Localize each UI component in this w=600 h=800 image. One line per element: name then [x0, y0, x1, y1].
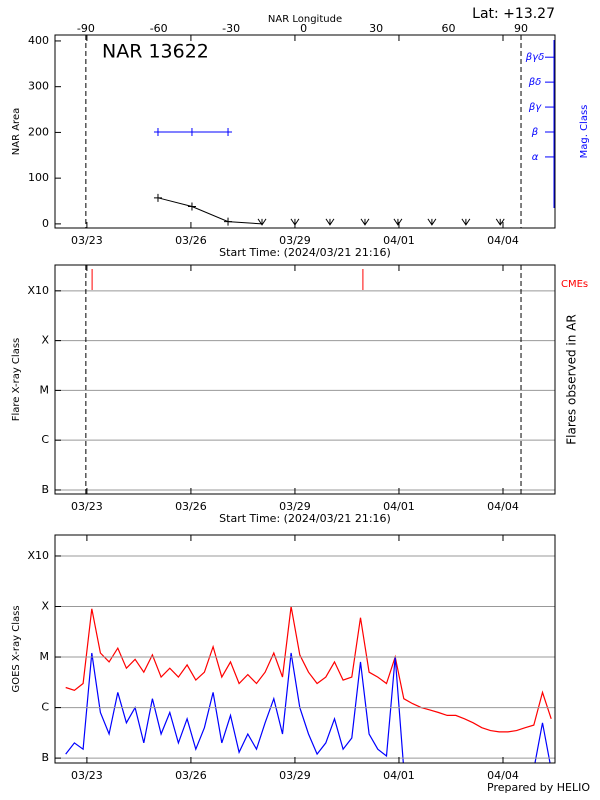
x2-tick-label: 0	[300, 22, 307, 35]
data-point	[187, 127, 196, 136]
data-point	[224, 217, 233, 226]
x2-tick-label: -60	[150, 22, 168, 35]
data-point	[393, 218, 403, 226]
x-tick-label: 04/04	[487, 234, 519, 247]
x-tick-label: 04/01	[383, 500, 415, 513]
data-point	[153, 127, 162, 136]
y2-tick-label: β	[531, 127, 539, 138]
y-tick-label: X	[41, 600, 49, 613]
y2-label: Mag. Class	[579, 105, 590, 159]
data-point	[153, 193, 162, 202]
panel-title: NAR 13622	[102, 41, 209, 63]
x-tick-label: 03/26	[175, 234, 207, 247]
y2-tick-label: α	[532, 152, 539, 163]
x-tick-label: 03/26	[175, 500, 207, 513]
y-tick-label: C	[41, 701, 49, 714]
data-point	[427, 218, 437, 226]
x-tick-label: 03/29	[279, 500, 311, 513]
x-tick-label: 03/23	[71, 234, 103, 247]
x-tick-label: 04/01	[383, 769, 415, 782]
frame	[54, 534, 556, 764]
y-tick-label: C	[41, 433, 49, 446]
y-label: GOES X-ray Class	[11, 605, 22, 692]
y-tick-label: X	[41, 334, 49, 347]
x2-tick-label: 60	[442, 22, 456, 35]
x-tick-label: 03/29	[279, 769, 311, 782]
x2-tick-label: 30	[369, 22, 383, 35]
y2-tick-label: βγ	[528, 102, 542, 113]
y-tick-label: 300	[28, 80, 49, 93]
data-line	[65, 606, 552, 733]
y-tick-label: M	[40, 383, 50, 396]
annotation: Lat: +13.27	[472, 6, 555, 22]
x2-tick-label: -90	[77, 22, 95, 35]
x-tick-label: 03/29	[279, 234, 311, 247]
data-line	[65, 652, 551, 763]
plot-area	[65, 606, 552, 763]
y-label: NAR Area	[11, 108, 22, 155]
y-tick-label: M	[40, 650, 50, 663]
x2-tick-label: 90	[514, 22, 528, 35]
x2-label: NAR Longitude	[268, 14, 342, 25]
data-line	[157, 197, 263, 225]
x-tick-label: 04/01	[383, 234, 415, 247]
y-tick-label: 100	[28, 171, 49, 184]
x-tick-label: 03/23	[71, 500, 103, 513]
x-tick-label: 04/04	[487, 500, 519, 513]
data-point	[360, 218, 370, 226]
data-point	[325, 218, 335, 226]
x-label: Start Time: (2024/03/21 21:16)	[219, 512, 391, 525]
frame	[54, 34, 556, 229]
y2-tick-label: βγδ	[525, 52, 544, 63]
panel: B C M X X10 03/23 03/26 03/29 04/01 04/04 GOES X-r…	[11, 534, 590, 794]
data-point	[257, 218, 267, 226]
frame	[54, 264, 556, 495]
x-tick-label: 03/23	[71, 769, 103, 782]
plot-area	[157, 131, 263, 225]
y-tick-label: 400	[28, 34, 49, 47]
y-tick-label: B	[41, 751, 49, 764]
legend-entry: CMEs	[561, 279, 588, 290]
x-tick-label: 03/26	[175, 769, 207, 782]
data-point	[495, 218, 505, 226]
data-point	[290, 218, 300, 226]
y-tick-label: 200	[28, 125, 49, 138]
y-tick-label: X10	[27, 284, 49, 297]
x2-tick-label: -30	[222, 22, 240, 35]
footer: Prepared by HELIO	[487, 781, 590, 794]
x-label: Start Time: (2024/03/21 21:16)	[219, 246, 391, 259]
data-point	[461, 218, 471, 226]
data-point	[224, 127, 233, 136]
x-tick-label: 04/04	[487, 769, 519, 782]
y-tick-label: 0	[42, 217, 49, 230]
panel: B C M X X10 03/23 03/26 03/29 04/01 04/04 Start Ti…	[11, 264, 588, 525]
y2-label: Flares observed in AR	[565, 314, 579, 444]
data-point	[187, 202, 196, 211]
y-tick-label: X10	[27, 549, 49, 562]
y2-tick-label: βδ	[528, 77, 542, 88]
y-tick-label: B	[41, 483, 49, 496]
y-label: Flare X-ray Class	[11, 338, 22, 422]
